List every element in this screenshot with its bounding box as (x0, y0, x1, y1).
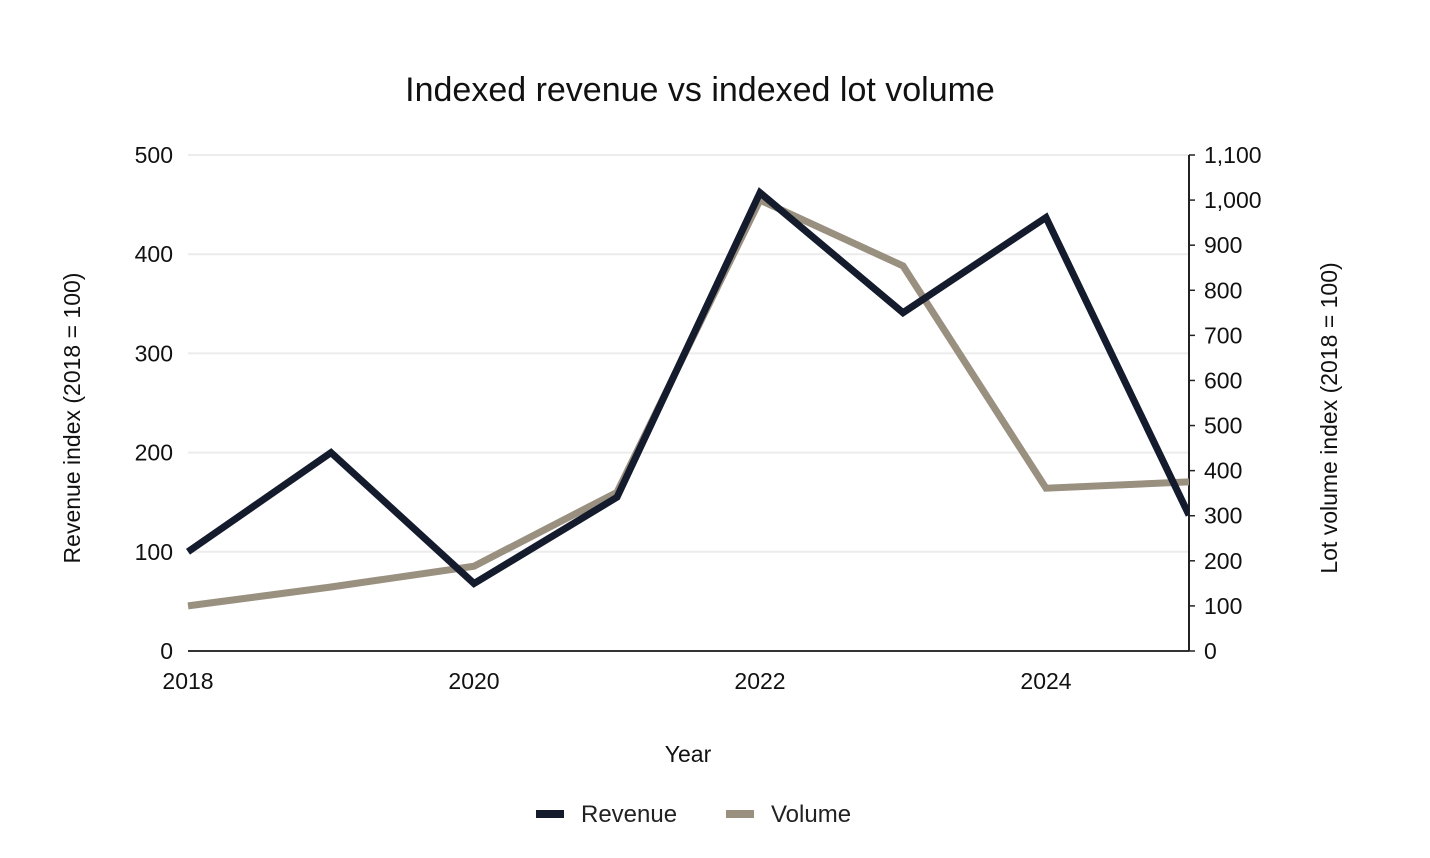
legend-item-revenue: Revenue (536, 801, 677, 828)
y2-tick-label: 500 (1204, 413, 1242, 439)
y2-tick-label: 100 (1204, 593, 1242, 619)
x-axis-ticks: 2018 2020 2022 2024 (162, 668, 1071, 694)
y2-tick-label: 200 (1204, 548, 1242, 574)
y-tick-label: 0 (160, 638, 173, 664)
y-tick-label: 300 (135, 340, 173, 366)
series-line-revenue (186, 187, 1189, 588)
x-tick-label: 2024 (1020, 668, 1071, 694)
legend-label: Revenue (581, 801, 677, 828)
y2-tick-label: 0 (1204, 638, 1217, 664)
legend-item-volume: Volume (726, 801, 851, 828)
x-tick-label: 2020 (448, 668, 499, 694)
axes (188, 155, 1190, 652)
y2-axis-ticks: 0 100 200 300 400 500 600 700 800 900 1,000 1,100 (1189, 142, 1262, 664)
x-tick-label: 2022 (734, 668, 785, 694)
y-tick-label: 200 (135, 440, 173, 466)
series-line-volume (187, 195, 1189, 610)
y2-tick-label: 900 (1204, 232, 1242, 258)
y-axis-label: Revenue index (2018 = 100) (59, 273, 85, 564)
legend-label: Volume (771, 801, 851, 828)
series-lines (186, 187, 1189, 610)
y2-tick-label: 400 (1204, 458, 1242, 484)
y2-tick-label: 300 (1204, 503, 1242, 529)
y2-tick-label: 600 (1204, 367, 1242, 393)
y2-tick-label: 800 (1204, 277, 1242, 303)
y-tick-label: 100 (135, 539, 173, 565)
y-axis-ticks: 0 100 200 300 400 500 (135, 142, 173, 664)
legend-swatch (536, 810, 564, 818)
chart-title: Indexed revenue vs indexed lot volume (405, 71, 995, 109)
y2-tick-label: 700 (1204, 322, 1242, 348)
x-axis-label: Year (665, 741, 712, 767)
y2-axis-label: Lot volume index (2018 = 100) (1316, 262, 1342, 573)
legend-swatch (726, 810, 754, 818)
x-tick-label: 2018 (162, 668, 213, 694)
y2-tick-label: 1,100 (1204, 142, 1262, 168)
legend: Revenue Volume (536, 801, 851, 828)
y-tick-label: 500 (135, 142, 173, 168)
y-tick-label: 400 (135, 241, 173, 267)
y2-tick-label: 1,000 (1204, 187, 1262, 213)
